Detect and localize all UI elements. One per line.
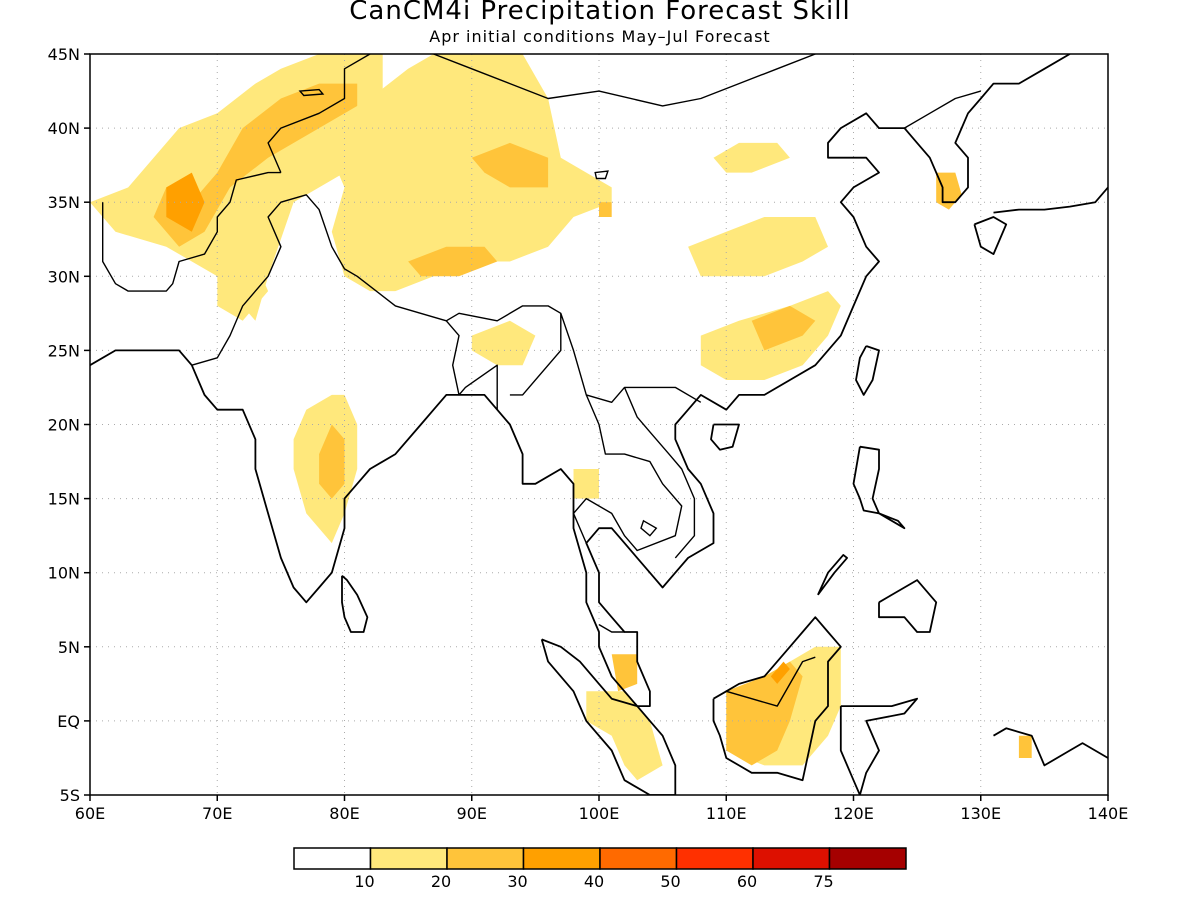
lake-tonle-sap: [640, 519, 658, 537]
coastline-sri-lanka: [341, 575, 369, 633]
coastline-mindanao: [878, 579, 938, 633]
coastline-korea-japan: [973, 216, 1008, 256]
legend-label: 60: [737, 872, 757, 891]
lake-balkhash: [262, 32, 332, 39]
lat-tick-label: 15N: [48, 490, 80, 509]
skill-region-afghanistan-core: [166, 172, 205, 232]
skill-region-tibet-mongolia: [319, 54, 612, 292]
legend-swatch: [293, 847, 372, 870]
border-borneo-split: [726, 656, 816, 707]
chart-title: CanCM4i Precipitation Forecast Skill: [349, 0, 851, 26]
legend-swatch: [599, 847, 678, 870]
lon-tick-label: 120E: [833, 804, 874, 823]
coastlines: [90, 32, 1108, 795]
border-mongolia-china: [433, 54, 816, 107]
skill-region-sumatra: [586, 691, 663, 781]
lake-qinghai-lake: [594, 170, 609, 180]
lon-tick-label: 90E: [457, 804, 487, 823]
border-indochina: [572, 394, 683, 552]
lat-tick-label: 25N: [48, 341, 80, 360]
skill-region-central-asia-core: [153, 83, 358, 247]
legend-swatch: [369, 847, 448, 870]
lat-tick-label: 35N: [48, 193, 80, 212]
border-pakistan-india: [191, 194, 562, 396]
coastline-luzon: [852, 445, 906, 530]
lat-tick-label: 5S: [60, 786, 80, 805]
coastline-sumatra: [540, 638, 677, 795]
border-laos-vietnam: [623, 387, 696, 559]
skill-region-borneo-core: [726, 661, 803, 766]
skill-region-tibet-core-south: [408, 246, 498, 277]
legend-swatch: [446, 847, 525, 870]
lake-issyk-kul: [298, 88, 325, 97]
border-china-korea: [904, 90, 981, 129]
lon-tick-label: 110E: [706, 804, 747, 823]
border-china-west: [267, 54, 371, 173]
lat-tick-label: 30N: [48, 267, 80, 286]
skill-region-malay-peninsula: [611, 654, 638, 692]
skill-region-qinghai-core: [599, 202, 612, 217]
skill-region-yangtze: [688, 217, 828, 277]
coastline-new-guinea: [993, 727, 1108, 767]
legend-label: 40: [584, 872, 604, 891]
legend-label: 75: [813, 872, 833, 891]
legend-label: 30: [507, 872, 527, 891]
color-legend: 10 20 30 40 50 60 75: [293, 847, 907, 891]
skill-region-northeast-india: [471, 320, 536, 366]
lon-tick-label: 130E: [960, 804, 1001, 823]
lon-tick-label: 140E: [1088, 804, 1129, 823]
legend-label: 10: [354, 872, 374, 891]
lat-tick-label: 40N: [48, 119, 80, 138]
coastline-sulawesi: [839, 697, 918, 795]
skill-region-thailand-north: [573, 469, 599, 499]
coastline-honshu: [993, 186, 1108, 214]
skill-region-tibet-core-north: [471, 142, 549, 188]
lat-tick-label: 20N: [48, 416, 80, 435]
skill-region-korea: [936, 172, 962, 210]
legend-label: 20: [431, 872, 451, 891]
axis-ticks: 60E 70E 80E 90E 100E 110E 120E 130E 140E 45N 40N 35…: [48, 45, 1129, 823]
coastline-palawan: [817, 554, 848, 596]
lat-tick-label: 5N: [58, 638, 80, 657]
coastline-hainan: [710, 423, 740, 451]
lon-tick-label: 60E: [75, 804, 105, 823]
lon-tick-label: 80E: [329, 804, 359, 823]
legend-swatch: [752, 847, 831, 870]
lat-tick-label: 10N: [48, 564, 80, 583]
lat-tick-label: EQ: [57, 712, 80, 731]
legend-swatch: [828, 847, 907, 870]
coastline-indian-subcontinent: [190, 54, 1071, 707]
border-thai-malaysia: [598, 623, 625, 633]
skill-shading: [90, 54, 1032, 781]
skill-region-west-india: [217, 261, 269, 321]
skill-region-borneo-hotspot: [770, 661, 790, 684]
skill-region-new-guinea: [1018, 735, 1032, 758]
lat-tick-label: 45N: [48, 45, 80, 64]
border-bangladesh: [445, 320, 498, 410]
coastline-borneo: [712, 616, 842, 782]
coastline-arabia-iran: [90, 349, 193, 366]
border-myanmar-china: [560, 313, 702, 403]
border-iran-afghan-pakistan: [101, 171, 281, 292]
legend-swatch: [675, 847, 754, 870]
lon-tick-label: 100E: [579, 804, 620, 823]
skill-region-india-central-core: [319, 424, 345, 499]
legend-label: 50: [660, 872, 680, 891]
skill-region-north-china: [713, 142, 790, 173]
coastline-taiwan: [855, 345, 880, 396]
lon-tick-label: 70E: [202, 804, 232, 823]
legend-swatch: [522, 847, 601, 870]
skill-region-south-china-core: [751, 305, 816, 351]
chart-subtitle: Apr initial conditions May–Jul Forecast: [429, 27, 771, 46]
